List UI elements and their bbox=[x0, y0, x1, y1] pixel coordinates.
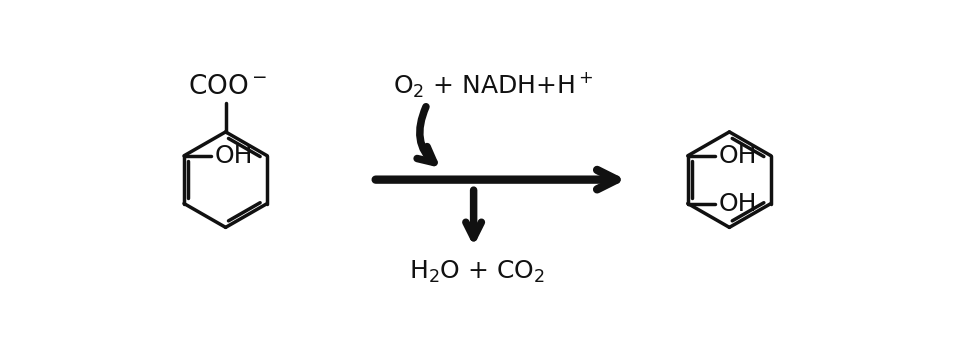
Text: COO$^-$: COO$^-$ bbox=[188, 74, 267, 100]
FancyArrowPatch shape bbox=[417, 107, 434, 162]
Text: OH: OH bbox=[719, 144, 757, 168]
Text: H$_2$O + CO$_2$: H$_2$O + CO$_2$ bbox=[409, 259, 546, 285]
Text: OH: OH bbox=[215, 144, 254, 168]
Text: O$_2$ + NADH+H$^+$: O$_2$ + NADH+H$^+$ bbox=[393, 70, 593, 100]
FancyArrowPatch shape bbox=[466, 190, 481, 238]
Text: OH: OH bbox=[719, 192, 757, 215]
